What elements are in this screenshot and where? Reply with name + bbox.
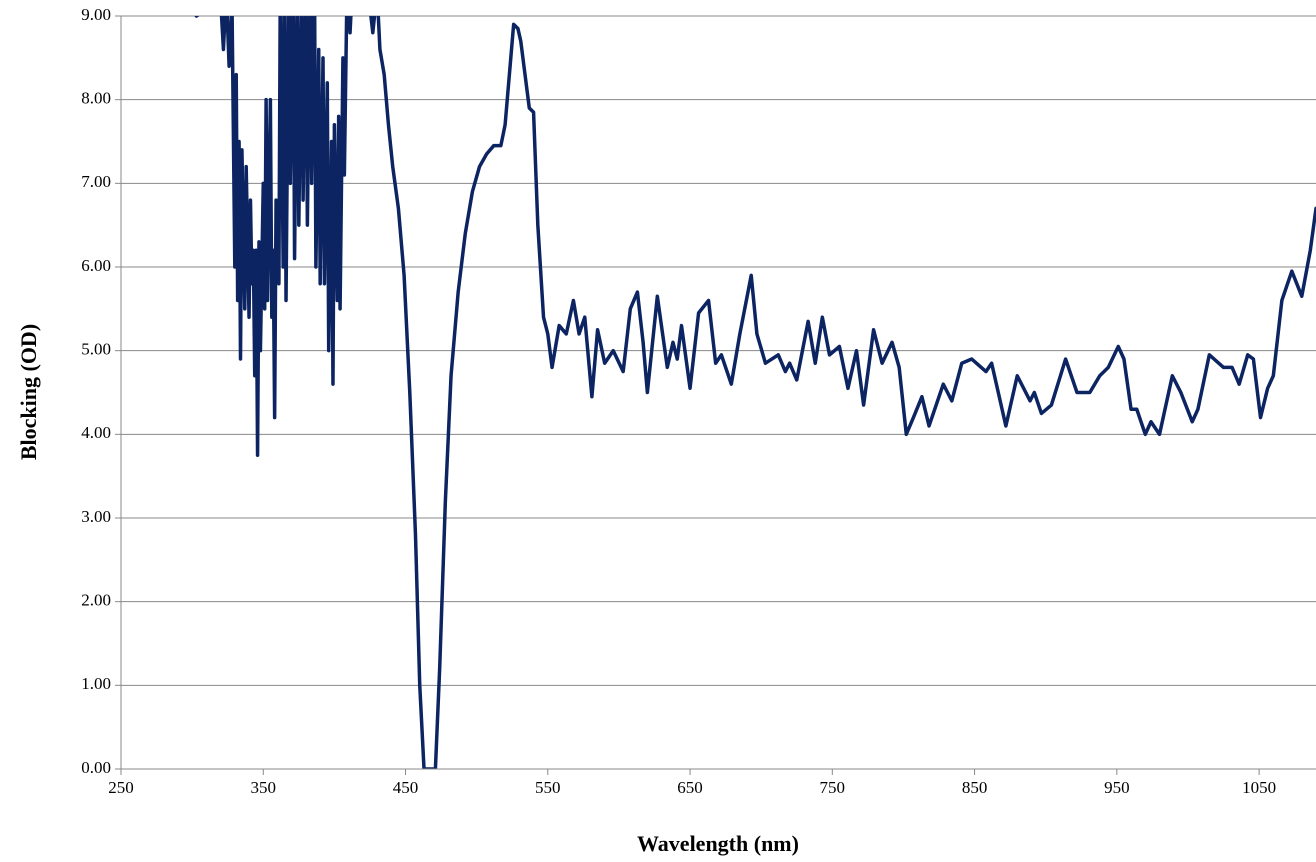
y-tick-label: 4.00 bbox=[81, 423, 111, 442]
x-axis-title: Wavelength (nm) bbox=[637, 831, 799, 856]
data-line bbox=[194, 16, 1316, 769]
y-tick-label: 1.00 bbox=[81, 674, 111, 693]
y-tick-label: 3.00 bbox=[81, 507, 111, 526]
x-tick-label: 350 bbox=[251, 778, 277, 797]
x-tick-label: 1050 bbox=[1242, 778, 1276, 797]
axes: 0.00 1.00 2.00 3.00 4.00 5.00 6.00 7.00 8.00 9.00… bbox=[81, 5, 1316, 797]
x-tick-label: 250 bbox=[108, 778, 134, 797]
x-tick-label: 750 bbox=[820, 778, 846, 797]
x-tick-label: 450 bbox=[393, 778, 419, 797]
y-tick-label: 8.00 bbox=[81, 89, 111, 108]
y-axis-title: Blocking (OD) bbox=[16, 324, 41, 460]
plot-area bbox=[194, 16, 1316, 769]
y-tick-label: 2.00 bbox=[81, 591, 111, 610]
y-tick-label: 0.00 bbox=[81, 758, 111, 777]
x-tick-label: 850 bbox=[962, 778, 988, 797]
y-tick-label: 7.00 bbox=[81, 172, 111, 191]
x-tick-label: 550 bbox=[535, 778, 561, 797]
x-tick-label: 950 bbox=[1104, 778, 1130, 797]
y-tick-label: 5.00 bbox=[81, 340, 111, 359]
y-tick-label: 9.00 bbox=[81, 5, 111, 24]
y-tick-label: 6.00 bbox=[81, 256, 111, 275]
x-tick-label: 650 bbox=[677, 778, 703, 797]
